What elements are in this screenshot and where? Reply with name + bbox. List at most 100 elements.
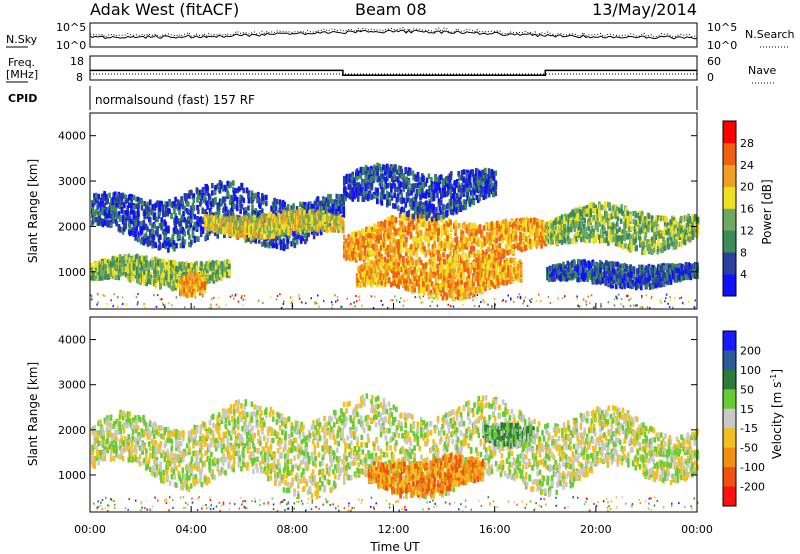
- noise-speckle: [473, 294, 476, 297]
- noise-speckle: [353, 301, 355, 304]
- data-cell: [113, 274, 116, 281]
- data-cell: [443, 245, 447, 252]
- data-cell: [365, 226, 368, 233]
- data-cell: [392, 277, 395, 283]
- data-cell: [254, 208, 258, 214]
- data-cell: [154, 283, 158, 289]
- data-cell: [201, 278, 205, 285]
- data-cell: [124, 217, 128, 223]
- data-cell: [318, 200, 321, 207]
- data-cell: [166, 240, 170, 247]
- data-cell: [224, 186, 228, 193]
- data-cell: [122, 226, 126, 232]
- data-cell: [352, 241, 356, 248]
- data-cell: [514, 230, 518, 237]
- data-cell: [331, 214, 334, 220]
- data-cell: [195, 261, 198, 267]
- data-cell: [536, 232, 539, 239]
- data-cell: [293, 210, 297, 216]
- data-cell: [149, 271, 153, 278]
- noise-speckle: [208, 306, 211, 309]
- data-cell: [147, 278, 151, 285]
- data-cell: [464, 236, 467, 242]
- data-cell: [145, 272, 149, 279]
- data-cell: [441, 295, 445, 301]
- data-cell: [393, 246, 397, 253]
- data-cell: [384, 249, 388, 256]
- noise-speckle: [217, 296, 220, 299]
- noise-speckle: [234, 293, 237, 296]
- noise-speckle: [669, 296, 671, 299]
- data-cell: [438, 253, 442, 260]
- data-cell: [90, 270, 93, 276]
- data-cell: [413, 268, 416, 274]
- data-cell: [480, 244, 483, 250]
- data-cell: [171, 270, 174, 276]
- data-cell: [418, 279, 421, 286]
- data-cell: [431, 227, 434, 233]
- data-cell: [378, 227, 381, 233]
- data-cell: [143, 200, 146, 207]
- data-cell: [196, 189, 199, 195]
- data-cell: [427, 238, 430, 244]
- data-cell: [433, 228, 437, 235]
- noise-speckle: [429, 305, 432, 308]
- data-cell: [102, 259, 106, 266]
- data-cell: [328, 213, 331, 219]
- data-cell: [101, 221, 105, 228]
- data-cell: [506, 250, 509, 256]
- data-cell: [397, 266, 400, 272]
- data-cell: [147, 237, 151, 243]
- data-cell: [127, 202, 131, 208]
- data-cell: [327, 201, 330, 207]
- data-cell: [158, 206, 162, 212]
- data-cell: [151, 228, 154, 235]
- data-cell: [126, 198, 129, 204]
- data-cell: [228, 263, 231, 270]
- data-cell: [407, 248, 411, 254]
- noise-speckle: [681, 301, 684, 304]
- data-cell: [305, 235, 309, 242]
- data-cell: [158, 258, 162, 265]
- data-cell: [465, 244, 469, 250]
- noise-speckle: [164, 306, 166, 309]
- data-cell: [260, 222, 264, 228]
- data-cell: [308, 225, 312, 232]
- data-cell: [363, 238, 367, 244]
- data-cell: [279, 244, 283, 251]
- data-cell: [272, 213, 275, 220]
- data-cell: [403, 279, 406, 285]
- data-cell: [319, 221, 322, 228]
- data-cell: [526, 218, 530, 224]
- data-cell: [299, 201, 302, 208]
- data-cell: [473, 225, 476, 231]
- data-cell: [523, 233, 527, 239]
- data-cell: [228, 226, 231, 232]
- data-cell: [340, 202, 344, 208]
- data-cell: [168, 271, 172, 277]
- data-cell: [418, 287, 421, 293]
- data-cell: [265, 200, 268, 207]
- noise-speckle: [159, 298, 162, 301]
- data-cell: [202, 270, 206, 277]
- data-cell: [142, 240, 146, 246]
- noise-speckle: [211, 298, 213, 301]
- data-cell: [139, 256, 142, 262]
- data-cell: [226, 259, 229, 265]
- data-cell: [286, 243, 289, 250]
- frequency-panel: Freq. [MHz] 18 8 60 0 Nave: [6, 55, 776, 84]
- noise-speckle: [121, 296, 124, 299]
- data-cell: [199, 189, 203, 196]
- noise-speckle: [519, 297, 522, 300]
- data-cell: [487, 260, 490, 267]
- noise-speckle: [493, 298, 496, 301]
- data-cell: [124, 266, 128, 273]
- data-cell: [422, 283, 425, 289]
- noise-speckle: [613, 304, 616, 307]
- data-cell: [289, 209, 293, 216]
- data-cell: [363, 250, 367, 256]
- data-cell: [458, 246, 462, 252]
- data-cell: [427, 243, 430, 249]
- data-cell: [468, 228, 472, 235]
- data-cell: [407, 225, 411, 232]
